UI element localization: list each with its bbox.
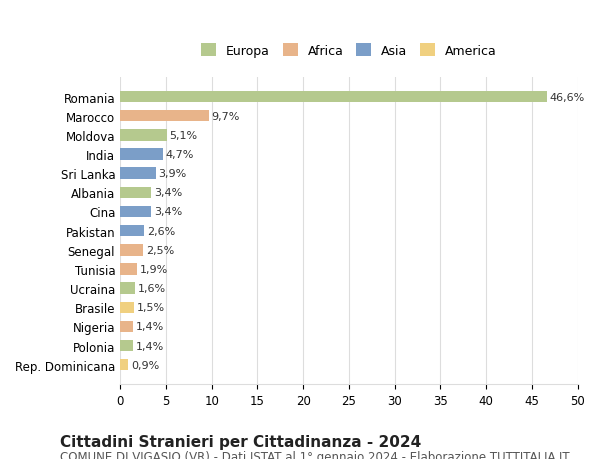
- Bar: [120, 149, 163, 160]
- Text: 46,6%: 46,6%: [549, 92, 584, 102]
- Text: 3,4%: 3,4%: [154, 207, 182, 217]
- Text: 0,9%: 0,9%: [131, 360, 160, 370]
- Text: 1,5%: 1,5%: [137, 302, 165, 313]
- Bar: [120, 340, 133, 352]
- Text: 2,6%: 2,6%: [146, 226, 175, 236]
- Bar: [120, 92, 547, 103]
- Text: 5,1%: 5,1%: [170, 130, 197, 140]
- Text: 1,6%: 1,6%: [137, 284, 166, 293]
- Bar: [120, 359, 128, 371]
- Bar: [120, 206, 151, 218]
- Text: 3,9%: 3,9%: [158, 169, 187, 179]
- Bar: [120, 187, 151, 199]
- Bar: [120, 168, 156, 179]
- Text: 1,4%: 1,4%: [136, 322, 164, 332]
- Text: COMUNE DI VIGASIO (VR) - Dati ISTAT al 1° gennaio 2024 - Elaborazione TUTTITALIA: COMUNE DI VIGASIO (VR) - Dati ISTAT al 1…: [60, 450, 569, 459]
- Bar: [120, 245, 143, 256]
- Text: 9,7%: 9,7%: [212, 112, 240, 122]
- Bar: [120, 263, 137, 275]
- Text: 1,4%: 1,4%: [136, 341, 164, 351]
- Text: 3,4%: 3,4%: [154, 188, 182, 198]
- Text: 4,7%: 4,7%: [166, 150, 194, 160]
- Bar: [120, 302, 134, 313]
- Text: 2,5%: 2,5%: [146, 245, 174, 255]
- Bar: [120, 283, 135, 294]
- Legend: Europa, Africa, Asia, America: Europa, Africa, Asia, America: [201, 44, 496, 57]
- Bar: [120, 321, 133, 332]
- Text: 1,9%: 1,9%: [140, 264, 169, 274]
- Bar: [120, 130, 167, 141]
- Bar: [120, 111, 209, 122]
- Bar: [120, 225, 144, 237]
- Text: Cittadini Stranieri per Cittadinanza - 2024: Cittadini Stranieri per Cittadinanza - 2…: [60, 434, 421, 449]
